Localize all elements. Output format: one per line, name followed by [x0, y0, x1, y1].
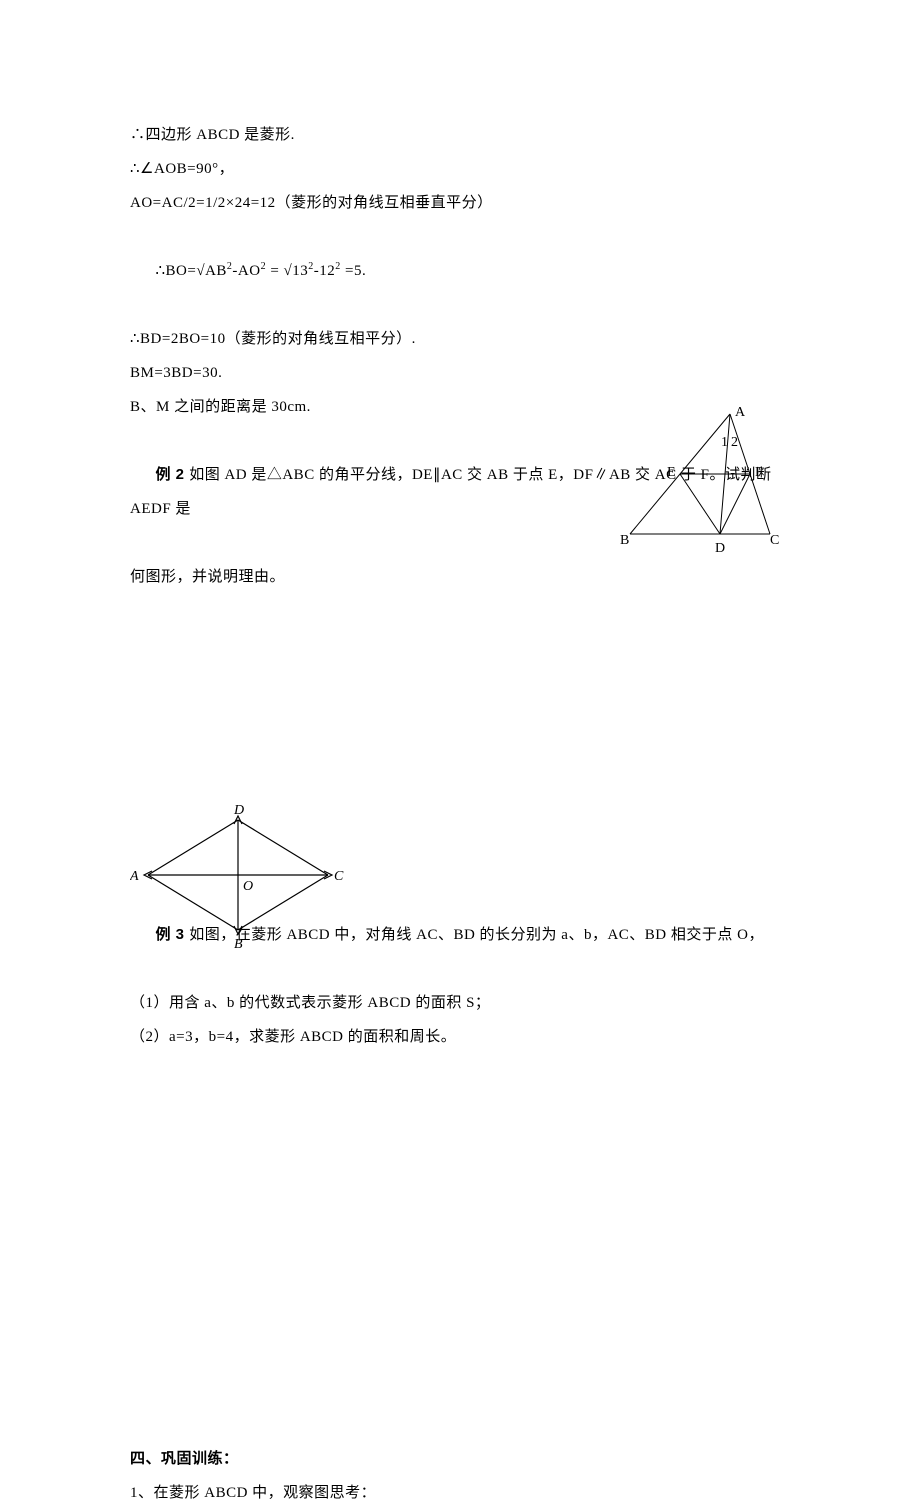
page: ∴四边形 ABCD 是菱形. ∴∠AOB=90°， AO=AC/2=1/2×24…: [0, 0, 920, 1302]
proof-line-5: ∴BD=2BO=10（菱形的对角线互相平分）.: [130, 322, 790, 356]
triangle-svg: A B C D E F 1 2: [620, 404, 790, 564]
svg-text:O: O: [243, 879, 253, 894]
example-3-q2: （2）a=3，b=4，求菱形 ABCD 的面积和周长。: [130, 1020, 790, 1054]
example-3-q1: （1）用含 a、b 的代数式表示菱形 ABCD 的面积 S；: [130, 986, 790, 1020]
svg-text:B: B: [620, 533, 629, 548]
svg-text:D: D: [233, 803, 244, 818]
svg-text:D: D: [715, 541, 725, 556]
svg-text:F: F: [755, 465, 763, 480]
proof-line-3: AO=AC/2=1/2×24=12（菱形的对角线互相垂直平分）: [130, 186, 790, 220]
rhombus-svg: A B C D O: [130, 800, 350, 950]
rhombus-labels: A B C D O: [130, 803, 344, 950]
svg-text:C: C: [770, 533, 779, 548]
triangle-labels: A B C D E F 1 2: [620, 405, 779, 556]
proof-line-1: ∴四边形 ABCD 是菱形.: [130, 118, 790, 152]
spacer-after-ex3: [130, 1054, 790, 1442]
proof-line-4: ∴BO=√AB2-AO2 = √132-122 =5.: [130, 220, 790, 322]
triangle-edges: [630, 414, 770, 534]
l4-part-b: -AO: [232, 263, 260, 279]
example-2-line-2: 何图形，并说明理由。: [130, 560, 790, 594]
l4-part-c: = √13: [266, 263, 308, 279]
rhombus-diagram: A B C D O: [130, 800, 350, 950]
l4-part-a: ∴BO=√AB: [156, 263, 227, 279]
example-2-label: 例 2: [156, 466, 190, 483]
rhombus-edges: [148, 820, 328, 930]
svg-text:B: B: [234, 937, 243, 950]
proof-line-6: BM=3BD=30.: [130, 356, 790, 390]
svg-text:A: A: [735, 405, 746, 420]
svg-text:E: E: [667, 465, 676, 480]
svg-text:A: A: [130, 869, 139, 884]
svg-text:1: 1: [721, 435, 728, 450]
proof-line-2: ∴∠AOB=90°，: [130, 152, 790, 186]
svg-text:C: C: [334, 869, 344, 884]
l4-part-e: =5.: [341, 263, 366, 279]
question-1: 1、在菱形 ABCD 中，观察图思考：: [130, 1476, 790, 1510]
triangle-diagram: A B C D E F 1 2: [620, 404, 790, 564]
svg-text:2: 2: [731, 435, 738, 450]
l4-part-d: -12: [314, 263, 336, 279]
section-4-heading: 四、巩固训练：: [130, 1442, 790, 1476]
